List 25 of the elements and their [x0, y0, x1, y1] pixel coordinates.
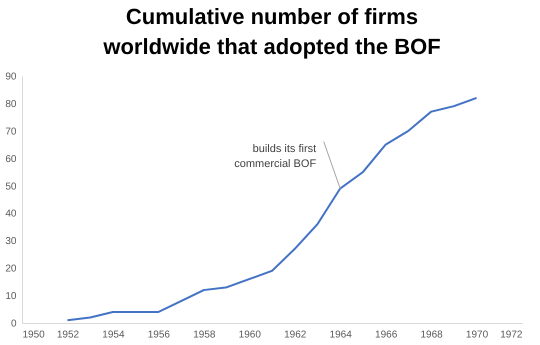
x-tick-label: 1960: [238, 330, 262, 340]
x-tick-label: 1962: [284, 330, 307, 340]
x-tick-label: 1950: [22, 330, 46, 340]
x-tick-label: 1972: [500, 330, 523, 340]
y-tick-label: 30: [5, 236, 17, 248]
y-tick-label: 90: [5, 72, 17, 82]
x-tick-label: 1952: [56, 330, 80, 340]
y-tick-label: 50: [5, 181, 17, 192]
y-tick-label: 10: [5, 291, 17, 302]
y-tick-label: 70: [5, 126, 17, 138]
y-tick-label: 80: [5, 98, 17, 110]
x-tick-label: 1970: [466, 330, 489, 340]
y-tick-label: 40: [5, 208, 17, 220]
y-tick-label: 20: [5, 264, 17, 275]
x-tick-label: 1956: [148, 330, 170, 340]
x-tick-label: 1958: [193, 330, 216, 340]
x-tick-label: 1966: [375, 330, 398, 340]
chart-title: Cumulative number of firms worldwide that adopted the BOF: [102, 4, 441, 59]
x-tick-label: 1968: [420, 330, 444, 340]
y-tick-label: 60: [5, 154, 17, 165]
annotation: builds its first commercial BOF: [234, 143, 316, 170]
x-tick-label: 1954: [102, 330, 125, 340]
x-tick-label: 1964: [330, 330, 352, 340]
y-tick-label: 0: [10, 318, 17, 330]
line-series: [66, 96, 478, 322]
